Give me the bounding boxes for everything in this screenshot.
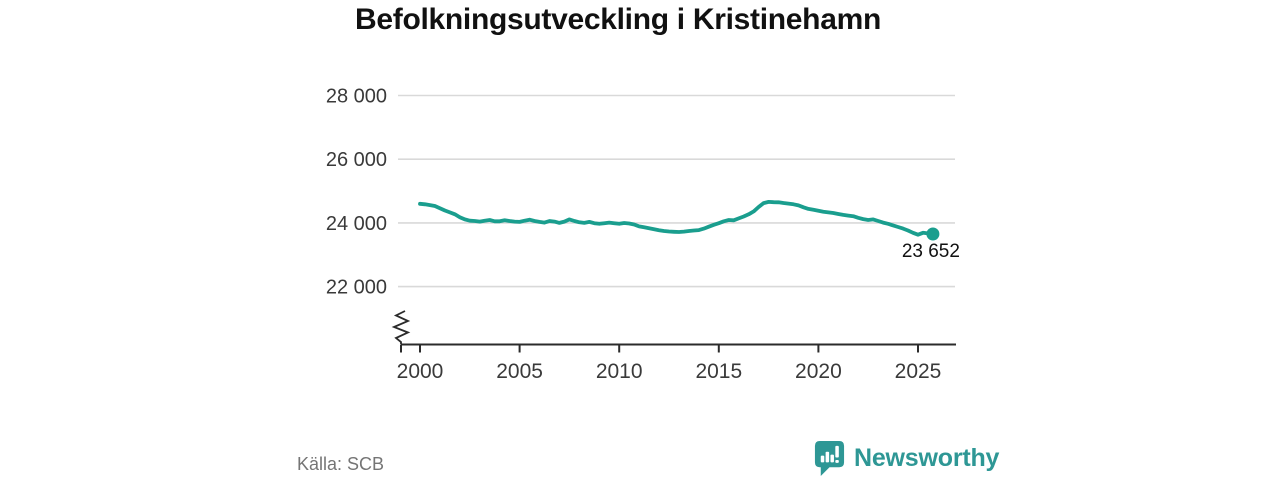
end-point-label: 23 652: [902, 241, 960, 262]
x-tick-label: 2020: [795, 360, 842, 383]
newsworthy-brand: Newsworthy: [813, 440, 999, 477]
end-point-marker: [926, 227, 940, 241]
speech-bubble-shape: [814, 441, 845, 476]
chart-bar-1: [820, 455, 825, 463]
exclamation-dot: [835, 459, 839, 463]
population-line-chart: 28 000 26 000 24 000 22 000 2000 2005 2010 2015…: [326, 86, 960, 384]
chart-title: Befolkningsutveckling i Kristinehamn: [355, 3, 881, 36]
y-tick-label: 24 000: [326, 213, 387, 235]
y-tick-label: 22 000: [326, 277, 387, 299]
source-credit: Källa: SCB: [297, 454, 385, 474]
y-tick-label: 26 000: [326, 149, 387, 171]
x-tick-label: 2010: [596, 360, 643, 383]
y-axis-break-icon: [391, 310, 411, 344]
x-tick-label: 2015: [695, 360, 742, 383]
chart-bar-2: [825, 451, 830, 463]
newsworthy-logo-icon: [814, 441, 845, 476]
y-tick-label: 28 000: [326, 86, 387, 108]
population-line: [418, 199, 935, 237]
newsworthy-wordmark: Newsworthy: [854, 444, 1000, 472]
x-tick-label: 2000: [397, 360, 444, 383]
x-tick-label: 2025: [895, 360, 942, 383]
exclamation-bar: [835, 445, 839, 458]
chart-bar-3: [830, 454, 834, 463]
x-tick-label: 2005: [496, 360, 543, 383]
